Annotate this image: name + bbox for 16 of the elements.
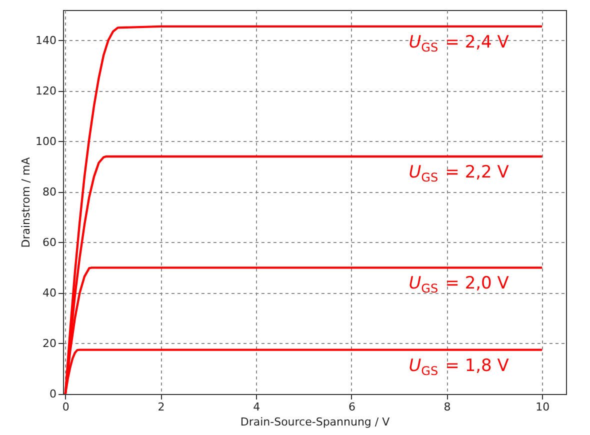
x-tick-label: 4 [253,400,260,414]
y-tick-label: 100 [36,134,56,148]
y-tick-label: 60 [42,236,56,249]
x-tick-label: 2 [158,400,165,414]
x-axis-title: Drain-Source-Spannung / V [240,416,390,428]
y-tick-label: 20 [42,336,56,350]
y-tick-label: 120 [36,84,56,98]
x-tick-label: 10 [536,400,550,414]
x-tick-label: 8 [444,400,451,414]
x-tick-label: 6 [348,400,356,414]
y-axis-title: Drainstrom / mA [20,156,33,248]
y-tick-label: 140 [36,34,56,47]
y-tick-label: 0 [50,388,56,400]
y-tick-label: 40 [42,286,56,300]
x-tick-label: 0 [62,400,70,414]
y-tick-label: 80 [42,185,56,198]
